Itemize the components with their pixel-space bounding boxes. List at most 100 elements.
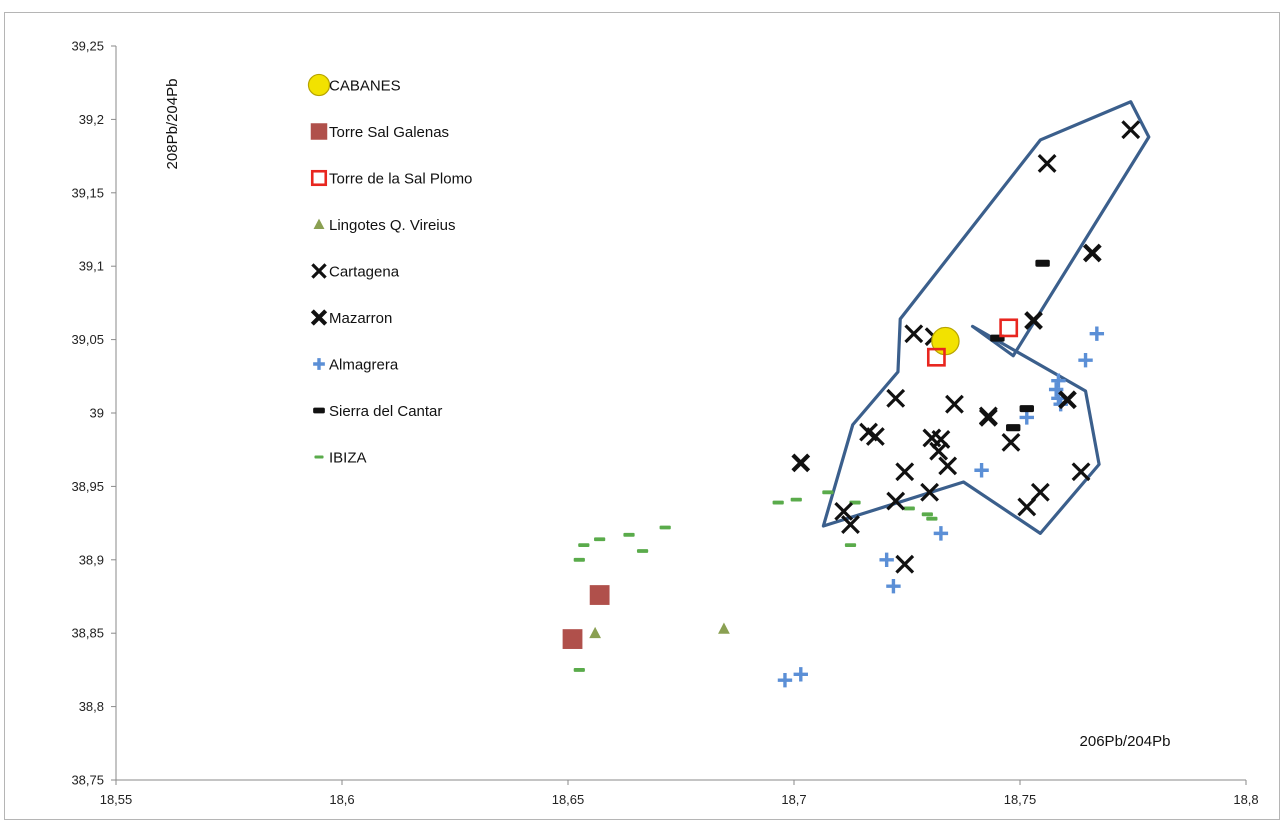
torre-sal-galenas-point [562,629,583,649]
almagrera-point [933,526,949,541]
ibiza-point [844,543,857,548]
cartagena-point [1121,120,1141,140]
y-tick-label: 39,2 [79,112,104,127]
axes [115,46,1246,781]
cartagena-point [1017,497,1037,517]
ibiza-point [926,516,938,521]
mazarron-point [1058,390,1077,410]
y-tick-label: 38,85 [71,626,104,641]
legend-marker-sierra-del-cantar [313,407,325,414]
cartagena-point [1071,462,1091,482]
ibiza-point [903,506,915,511]
ibiza-point [573,667,585,672]
y-tick-label: 39,05 [71,332,104,347]
cartagena-point [834,501,854,521]
legend-marker-torre-de-la-sal-plomo [310,169,328,187]
y-tick-label: 39 [90,406,104,421]
cartagena-point [1037,154,1057,173]
almagrera-point [974,463,989,478]
lingotes-q-vireius-point [589,626,601,639]
y-axis-title: 208Pb/204Pb [164,79,181,170]
legend-label-sierra-del-cantar: Sierra del Cantar [329,403,442,420]
almagrera-point [1051,373,1066,388]
data-points [562,120,1141,688]
y-tick-label: 38,75 [71,773,104,788]
sierra-del-cantar-point [1035,259,1050,267]
legend-marker-cartagena [311,263,327,279]
lingotes-q-vireius-point [718,622,730,634]
ibiza-point [636,549,649,553]
x-tick-label: 18,55 [100,792,133,807]
legend-marker-almagrera [313,358,325,370]
legend-label-cabanes: CABANES [329,78,401,95]
mazarron-point [1024,311,1043,330]
ibiza-point [659,525,671,530]
x-tick-label: 18,6 [329,792,354,807]
legend-item-mazarron: Mazarron [310,309,392,327]
y-tick-label: 38,95 [71,479,104,494]
cartagena-point [945,394,964,414]
legend-marker-cabanes [307,73,331,97]
ibiza-point [822,490,834,495]
cartagena-point [865,427,885,446]
legend-item-torre-de-la-sal-plomo: Torre de la Sal Plomo [310,169,472,188]
x-tick-label: 18,7 [781,792,806,807]
legend: CABANES Torre Sal Galenas Torre de la Sal … [307,73,472,467]
legend-label-ibiza: IBIZA [329,450,367,467]
ibiza-point [623,532,635,537]
cartagena-point [886,388,906,408]
almagrera-point [793,667,808,682]
x-tick-label: 18,8 [1233,792,1258,807]
ibiza-point [772,500,784,505]
ibiza-point [578,543,590,548]
legend-label-cartagena: Cartagena [329,264,400,281]
y-tick-label: 38,9 [79,552,104,567]
mazarron-point [791,453,811,473]
legend-marker-mazarron [310,309,328,326]
mazarron-point [1082,243,1102,263]
x-tick-label: 18,75 [1004,792,1037,807]
almagrera-point [1089,326,1105,341]
cartagena-point [904,324,924,344]
mazarron-point [978,408,998,427]
ibiza-point [921,512,933,517]
legend-item-ibiza: IBIZA [314,450,367,467]
legend-marker-torre-sal-galenas [310,123,328,140]
legend-label-lingotes-q-vireius: Lingotes Q. Vireius [329,217,455,234]
legend-marker-lingotes-q-vireius [313,218,325,230]
torre-sal-galenas-point [589,585,610,605]
cartagena-point [895,554,915,574]
almagrera-point [777,672,793,688]
x-axis-title: 206Pb/204Pb [1080,733,1171,750]
legend-item-cabanes: CABANES [307,73,401,97]
legend-item-cartagena: Cartagena [311,263,400,281]
legend-item-almagrera: Almagrera [313,357,399,374]
sierra-del-cantar-point [1006,424,1021,432]
cartagena-point [841,515,860,534]
y-tick-label: 38,8 [79,699,104,714]
sierra-del-cantar-point [1019,405,1034,413]
legend-item-torre-sal-galenas: Torre Sal Galenas [310,123,449,141]
ticks: 18,55 18,6 18,65 18,7 18,75 18,8 38,75 38,8 38,8… [71,39,1258,808]
cartagena-point [938,456,958,476]
chart-frame [4,12,1280,820]
legend-marker-ibiza [314,455,324,459]
almagrera-point [1078,352,1093,368]
ibiza-point [594,537,606,542]
legend-item-sierra-del-cantar: Sierra del Cantar [313,403,442,420]
almagrera-point [886,579,901,594]
cartagena-point [920,482,940,502]
legend-label-almagrera: Almagrera [329,357,399,374]
cartagena-point [1001,432,1021,452]
cartagena-point [895,462,915,482]
x-tick-label: 18,65 [552,792,585,807]
y-tick-label: 39,25 [71,39,104,54]
envelope-polygon [821,100,1151,535]
cartagena-point [1030,482,1050,502]
ibiza-point [573,557,585,562]
legend-label-mazarron: Mazarron [329,310,392,327]
y-tick-label: 39,15 [71,185,104,200]
legend-label-torre-de-la-sal-plomo: Torre de la Sal Plomo [329,171,472,188]
torre-de-la-sal-plomo-point [999,318,1019,338]
envelope-polygons [821,100,1151,535]
